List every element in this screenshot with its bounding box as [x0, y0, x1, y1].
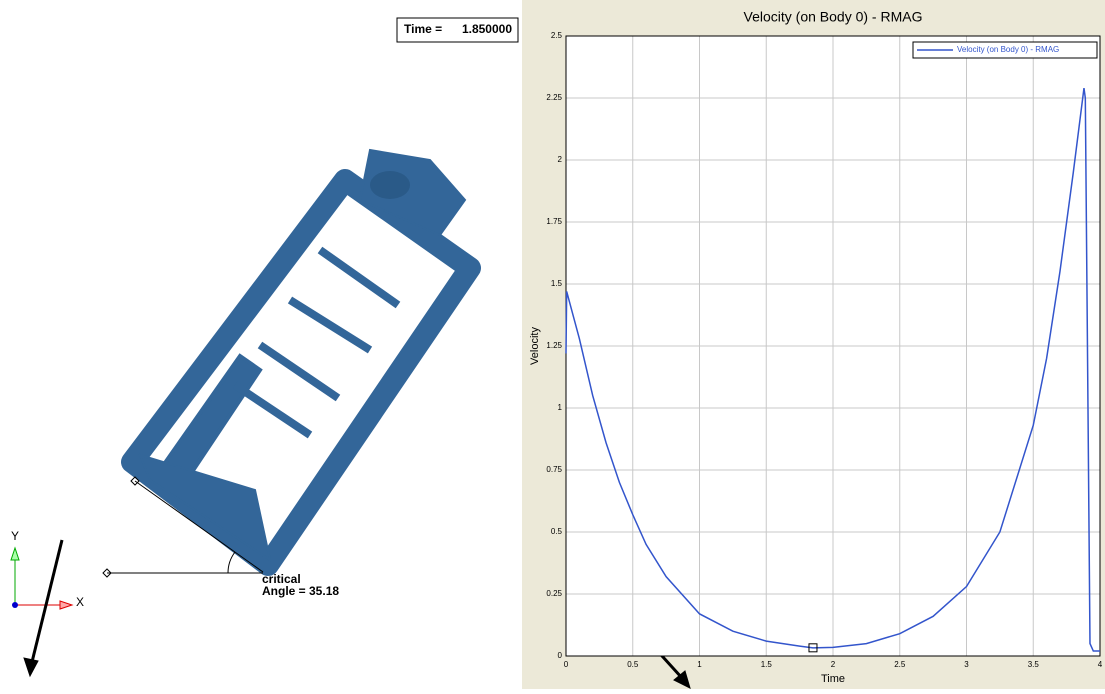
legend-label: Velocity (on Body 0) - RMAG: [957, 45, 1059, 54]
x-tick-label: 0.5: [627, 660, 639, 669]
time-value: 1.850000: [462, 22, 512, 36]
triad-y-label: Y: [11, 529, 19, 543]
page: Time = 1.850000 critical Angle = 35.18 Y…: [0, 0, 1105, 694]
y-tick-label: 2: [558, 155, 563, 164]
x-axis-label: Time: [821, 673, 845, 685]
annotation-angle: Angle = 35.18: [262, 584, 339, 598]
y-tick-label: 0.25: [546, 589, 562, 598]
y-tick-label: 2.25: [546, 93, 562, 102]
y-tick-label: 2.5: [551, 31, 563, 40]
chart-title: Velocity (on Body 0) - RMAG: [744, 9, 923, 25]
x-tick-label: 0: [564, 660, 569, 669]
triad-x-label: X: [76, 595, 84, 609]
time-label: Time =: [404, 22, 442, 36]
x-tick-label: 1.5: [761, 660, 773, 669]
x-tick-label: 4: [1098, 660, 1103, 669]
x-tick-label: 3.5: [1028, 660, 1040, 669]
y-tick-label: 0.5: [551, 527, 563, 536]
x-tick-label: 1: [697, 660, 702, 669]
x-tick-label: 2.5: [894, 660, 906, 669]
y-tick-label: 0.75: [546, 465, 562, 474]
y-tick-label: 1.5: [551, 279, 563, 288]
screen: Time = 1.850000 critical Angle = 35.18 Y…: [0, 0, 1105, 689]
y-tick-label: 1: [558, 403, 563, 412]
y-tick-label: 1.75: [546, 217, 562, 226]
x-tick-label: 2: [831, 660, 836, 669]
x-tick-label: 3: [964, 660, 969, 669]
y-tick-label: 0: [558, 651, 563, 660]
y-tick-label: 1.25: [546, 341, 562, 350]
y-axis-label: Velocity: [529, 327, 541, 365]
